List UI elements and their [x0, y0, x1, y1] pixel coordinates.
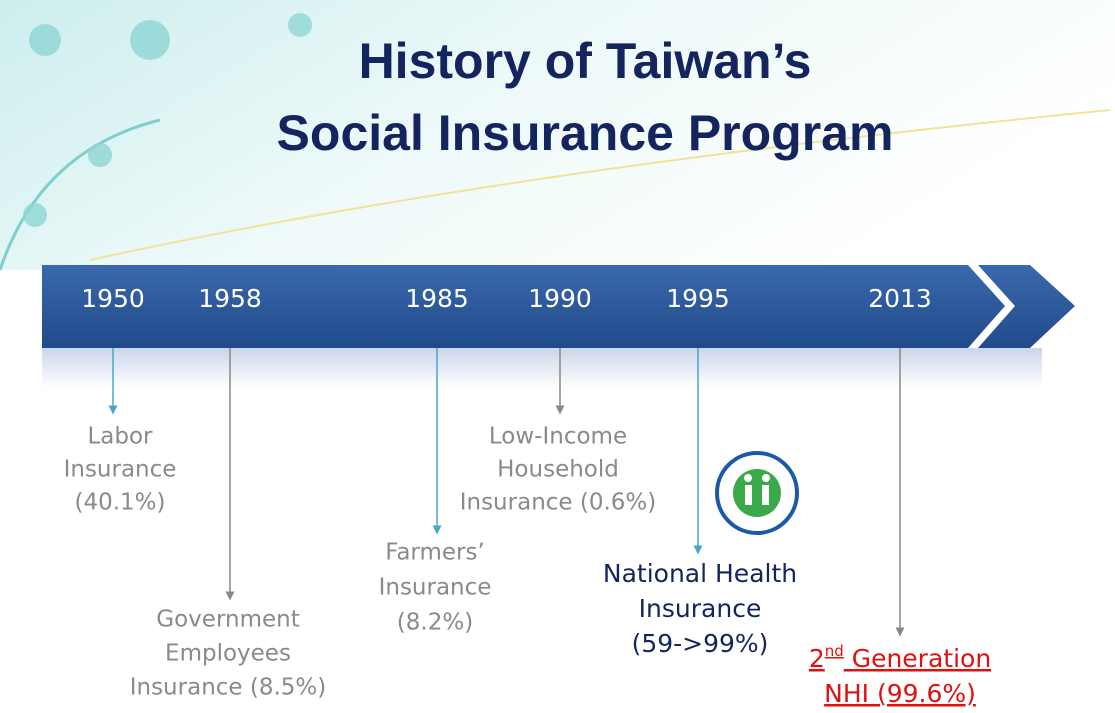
year-label: 2013: [868, 284, 932, 313]
label-part: 2: [809, 644, 825, 673]
event-label: (8.2%): [397, 610, 473, 636]
label-part: Generation: [844, 644, 991, 673]
event-label: Insurance (8.5%): [130, 675, 327, 701]
year-label: 1985: [405, 284, 469, 313]
year-label: 1950: [81, 284, 145, 313]
title-line: Social Insurance Program: [277, 105, 894, 161]
event-label: Farmers’: [385, 540, 485, 566]
page: History of Taiwan’s Social Insurance Pro…: [0, 0, 1115, 713]
year-label: 1990: [528, 284, 592, 313]
event-label: 2nd Generation: [809, 642, 991, 674]
event-label: Labor: [87, 424, 153, 450]
timeline-band: [42, 265, 1005, 348]
event-label: Government: [156, 607, 299, 633]
event-label: Insurance: [639, 594, 762, 623]
event-label: Low-Income: [489, 424, 627, 450]
slide: History of Taiwan’s Social Insurance Pro…: [0, 0, 1115, 713]
event-label: Employees: [165, 641, 291, 667]
label-part: nd: [825, 642, 844, 660]
event-label: Insurance (0.6%): [460, 490, 657, 516]
event-label: (40.1%): [74, 490, 165, 516]
event-label: Insurance: [379, 575, 492, 601]
band-shadow: [42, 348, 1042, 388]
event-label: National Health: [603, 559, 797, 588]
event-label: Insurance: [64, 457, 177, 483]
event-label: NHI (99.6%): [824, 679, 976, 708]
year-label: 1995: [666, 284, 730, 313]
event-label: Household: [497, 457, 619, 483]
title-line: History of Taiwan’s: [359, 33, 812, 89]
nhi-logo: [717, 453, 797, 533]
event-label: (59->99%): [632, 629, 769, 658]
year-label: 1958: [198, 284, 262, 313]
